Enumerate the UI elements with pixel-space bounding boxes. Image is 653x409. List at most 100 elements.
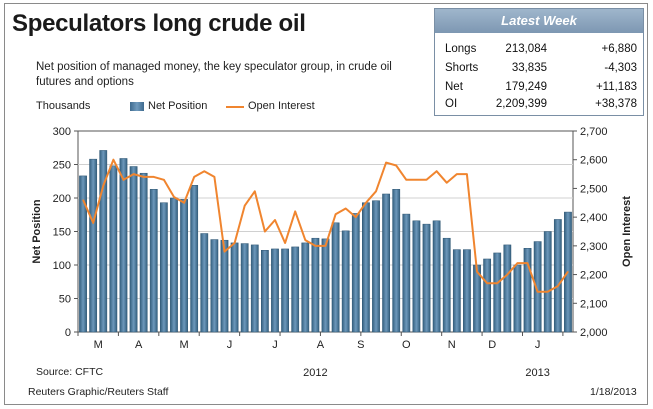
row-value: 2,209,399 (495, 98, 547, 110)
y2-tick-label: 2,700 (580, 126, 608, 138)
y2-tick-label: 2,200 (580, 270, 608, 282)
x-tick-label: J (272, 339, 278, 351)
open-interest-point (405, 179, 407, 181)
y2-tick-label: 2,400 (580, 212, 608, 224)
latest-week-row-longs: Longs 213,084 +6,880 (435, 43, 643, 61)
row-label: Longs (445, 43, 477, 55)
net-position-bar (422, 223, 431, 333)
y-tick-label: 0 (65, 327, 71, 339)
net-position-bar (240, 243, 249, 333)
open-interest-point (385, 161, 387, 164)
y-tick-label: 50 (59, 294, 71, 306)
open-interest-point (294, 210, 296, 212)
x-tick-label: A (317, 339, 325, 351)
chart-subtitle: Net position of managed money, the key s… (36, 61, 392, 88)
open-interest-point (456, 173, 458, 175)
net-position-bar (220, 239, 229, 333)
open-interest-point (476, 271, 478, 273)
net-position-bar (463, 249, 471, 333)
y2-tick-label: 2,100 (580, 298, 608, 310)
x-tick-label: M (179, 339, 188, 351)
legend-line-swatch (226, 106, 244, 108)
row-value: 213,084 (505, 43, 547, 55)
open-interest-point (264, 230, 266, 233)
latest-week-row-oi: OI 2,209,399 +38,378 (435, 98, 643, 116)
net-position-bar (291, 246, 300, 333)
open-interest-point (547, 291, 549, 293)
row-change: +11,183 (595, 81, 637, 93)
open-interest-point (203, 170, 205, 172)
legend-net-position: Net Position (130, 100, 207, 112)
open-interest-point (92, 222, 94, 224)
net-position-bar (180, 199, 188, 333)
x-tick-label: N (448, 339, 456, 351)
row-value: 33,835 (511, 62, 547, 74)
net-position-bar (261, 250, 269, 333)
open-interest-point (516, 262, 519, 264)
latest-week-header: Latest Week (435, 9, 643, 33)
row-value: 179,249 (505, 81, 547, 93)
x-tick-label: J (535, 339, 541, 351)
year-label: 2012 (303, 367, 327, 379)
year-label: 2013 (525, 367, 549, 379)
y-tick-label: 100 (53, 260, 71, 272)
open-interest-point (143, 176, 145, 178)
open-interest-point (466, 173, 468, 175)
latest-week-row-shorts: Shorts 33,835 -4,303 (435, 62, 643, 80)
net-position-bar (271, 248, 279, 333)
y-tick-label: 200 (53, 193, 71, 205)
net-position-bar (119, 158, 128, 333)
x-tick-label: O (402, 339, 411, 351)
credit-note: Reuters Graphic/Reuters Staff (28, 386, 169, 398)
latest-week-box: Latest Week Longs 213,084 +6,880 Shorts … (434, 8, 644, 116)
net-position-bar (331, 222, 340, 333)
net-position-bar (372, 200, 380, 333)
y-tick-label: 150 (53, 227, 71, 239)
net-position-bar (149, 189, 158, 333)
open-interest-point (183, 202, 185, 204)
net-position-bar (351, 213, 360, 333)
x-tick-label: J (227, 339, 233, 351)
legend-open-interest: Open Interest (226, 100, 315, 112)
net-position-bar (362, 202, 370, 333)
y2-tick-label: 2,000 (580, 327, 608, 339)
open-interest-point (244, 205, 246, 207)
net-position-bar (493, 252, 502, 333)
open-interest-point (213, 176, 215, 178)
net-position-bar (412, 220, 421, 333)
net-position-bar (200, 233, 209, 333)
net-position-bar (139, 172, 148, 333)
net-position-bar (533, 241, 542, 333)
net-position-bar (382, 193, 390, 333)
net-position-bar (483, 258, 492, 333)
open-interest-point (284, 242, 286, 244)
x-tick-label: S (357, 339, 364, 351)
open-interest-point (132, 173, 135, 175)
y-tick-label: 300 (53, 126, 71, 138)
chart-title: Speculators long crude oil (12, 10, 306, 37)
y2-tick-label: 2,600 (580, 155, 608, 167)
net-position-bar (109, 165, 118, 333)
net-position-bar (129, 166, 138, 333)
net-position-bar (432, 220, 441, 333)
open-interest-point (274, 219, 276, 221)
net-position-bar (513, 264, 522, 333)
open-interest-point (82, 199, 84, 201)
open-interest-point (193, 176, 195, 178)
open-interest-point (324, 245, 327, 247)
open-interest-point (375, 190, 377, 192)
row-change: +38,378 (595, 98, 637, 110)
y-tick-label: 250 (53, 160, 71, 172)
y-axis-title: Net Position (31, 199, 43, 263)
net-position-bar (442, 237, 451, 333)
net-position-bar (159, 202, 168, 333)
open-interest-point (254, 190, 256, 192)
open-interest-point (436, 170, 438, 172)
open-interest-point (223, 251, 226, 253)
open-interest-point (567, 271, 569, 273)
open-interest-point (122, 179, 125, 181)
open-interest-point (335, 213, 337, 215)
net-position-bar (281, 248, 289, 333)
x-tick-label: M (94, 339, 103, 351)
